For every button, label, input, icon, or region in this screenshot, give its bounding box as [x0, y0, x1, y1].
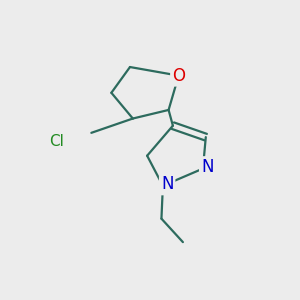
Text: O: O [172, 67, 185, 85]
Text: N: N [161, 175, 173, 193]
Text: N: N [201, 158, 214, 176]
Text: Cl: Cl [49, 134, 64, 149]
